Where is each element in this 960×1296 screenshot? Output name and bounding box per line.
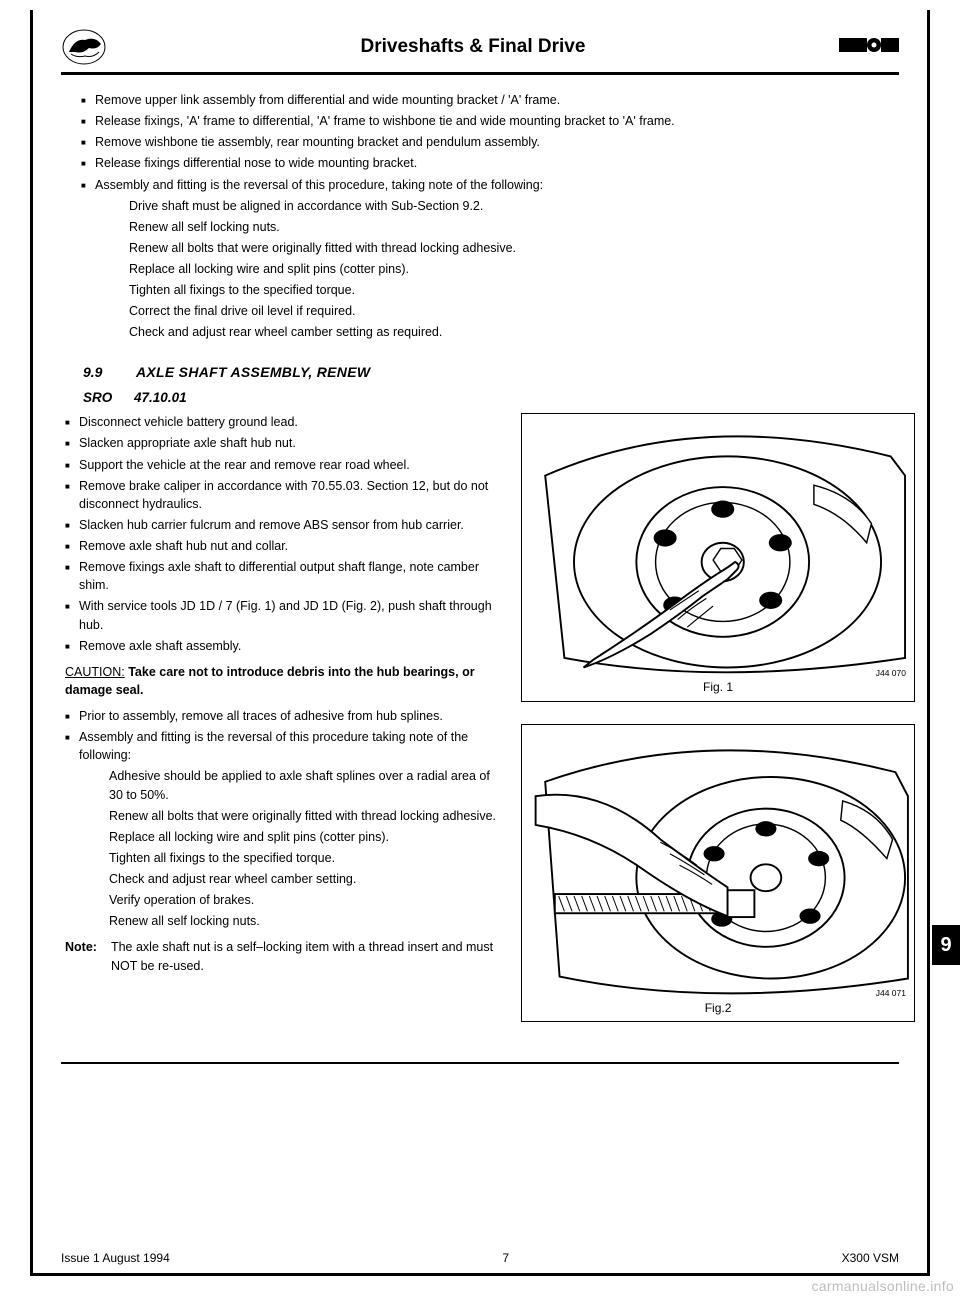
note-label: Note:: [65, 938, 97, 974]
procedure-list-b: Prior to assembly, remove all traces of …: [61, 707, 505, 764]
sro-label: SRO: [83, 390, 112, 405]
figure-2-code: J44 071: [876, 987, 906, 999]
list-item: Renew all self locking nuts.: [109, 912, 505, 930]
list-item: Adhesive should be applied to axle shaft…: [109, 767, 505, 803]
section-icon: [839, 34, 899, 61]
body-content: Remove upper link assembly from differen…: [61, 91, 899, 1044]
list-item: Remove axle shaft hub nut and collar.: [79, 537, 505, 555]
caution-label: CAUTION:: [65, 665, 125, 679]
list-item: Slacken appropriate axle shaft hub nut.: [79, 434, 505, 452]
jaguar-logo-icon: [61, 28, 107, 66]
section-header: 9.9 AXLE SHAFT ASSEMBLY, RENEW: [83, 362, 899, 382]
figure-1-code: J44 070: [876, 667, 906, 679]
list-item: Drive shaft must be aligned in accordanc…: [129, 197, 899, 215]
procedure-sublist: Adhesive should be applied to axle shaft…: [61, 767, 505, 930]
header: Driveshafts & Final Drive: [61, 28, 899, 66]
list-item: Verify operation of brakes.: [109, 891, 505, 909]
list-item: Remove axle shaft assembly.: [79, 637, 505, 655]
list-item: Release fixings, 'A' frame to differenti…: [95, 112, 899, 130]
footer: Issue 1 August 1994 7 X300 VSM: [61, 1251, 899, 1265]
list-item: Remove brake caliper in accordance with …: [79, 477, 505, 513]
figure-2-caption: Fig.2: [526, 1000, 910, 1017]
sro-value: 47.10.01: [134, 390, 187, 405]
list-item: Check and adjust rear wheel camber setti…: [129, 323, 899, 341]
section-tab: 9: [932, 925, 960, 965]
list-item: Remove fixings axle shaft to differentia…: [79, 558, 505, 594]
list-item: Renew all self locking nuts.: [129, 218, 899, 236]
page-title: Driveshafts & Final Drive: [107, 36, 839, 58]
page: Driveshafts & Final Drive Remove upper l…: [30, 10, 930, 1276]
figure-2: J44 071 Fig.2: [521, 724, 915, 1022]
list-item: Assembly and fitting is the reversal of …: [79, 728, 505, 764]
caution-block: CAUTION: Take care not to introduce debr…: [65, 663, 505, 699]
list-item: Prior to assembly, remove all traces of …: [79, 707, 505, 725]
list-item: Support the vehicle at the rear and remo…: [79, 456, 505, 474]
list-item: Remove upper link assembly from differen…: [95, 91, 899, 109]
footer-rule: [61, 1062, 899, 1064]
sro-line: SRO 47.10.01: [83, 388, 899, 408]
list-item: Check and adjust rear wheel camber setti…: [109, 870, 505, 888]
list-item: Remove wishbone tie assembly, rear mount…: [95, 133, 899, 151]
top-sublist: Drive shaft must be aligned in accordanc…: [61, 197, 899, 342]
figure-1: J44 070 Fig. 1: [521, 413, 915, 701]
section-number: 9.9: [83, 364, 102, 380]
footer-left: Issue 1 August 1994: [61, 1251, 170, 1265]
list-item: Replace all locking wire and split pins …: [109, 828, 505, 846]
list-item: Tighten all fixings to the specified tor…: [129, 281, 899, 299]
header-rule: [61, 72, 899, 75]
caution-text-pre: Take care not to introduce debris into: [128, 665, 354, 679]
list-item: Renew all bolts that were originally fit…: [109, 807, 505, 825]
list-item: With service tools JD 1D / 7 (Fig. 1) an…: [79, 597, 505, 633]
list-item: Release fixings differential nose to wid…: [95, 154, 899, 172]
list-item: Tighten all fixings to the specified tor…: [109, 849, 505, 867]
list-item: Renew all bolts that were originally fit…: [129, 239, 899, 257]
watermark: carmanualsonline.info: [812, 1278, 955, 1294]
list-item: Replace all locking wire and split pins …: [129, 260, 899, 278]
list-item: Assembly and fitting is the reversal of …: [95, 176, 899, 194]
list-item: Disconnect vehicle battery ground lead.: [79, 413, 505, 431]
footer-right: X300 VSM: [842, 1251, 899, 1265]
figure-1-caption: Fig. 1: [526, 679, 910, 696]
left-column: Disconnect vehicle battery ground lead. S…: [61, 413, 505, 1044]
top-bullet-list: Remove upper link assembly from differen…: [61, 91, 899, 194]
section-title: AXLE SHAFT ASSEMBLY, RENEW: [136, 364, 370, 380]
list-item: Slacken hub carrier fulcrum and remove A…: [79, 516, 505, 534]
note-text: The axle shaft nut is a self–locking ite…: [111, 938, 505, 974]
footer-center: 7: [502, 1251, 509, 1265]
right-column: J44 070 Fig. 1: [521, 413, 915, 1044]
two-column-layout: Disconnect vehicle battery ground lead. S…: [61, 413, 899, 1044]
procedure-list-a: Disconnect vehicle battery ground lead. S…: [61, 413, 505, 655]
note-block: Note: The axle shaft nut is a self–locki…: [65, 938, 505, 974]
list-item: Correct the final drive oil level if req…: [129, 302, 899, 320]
